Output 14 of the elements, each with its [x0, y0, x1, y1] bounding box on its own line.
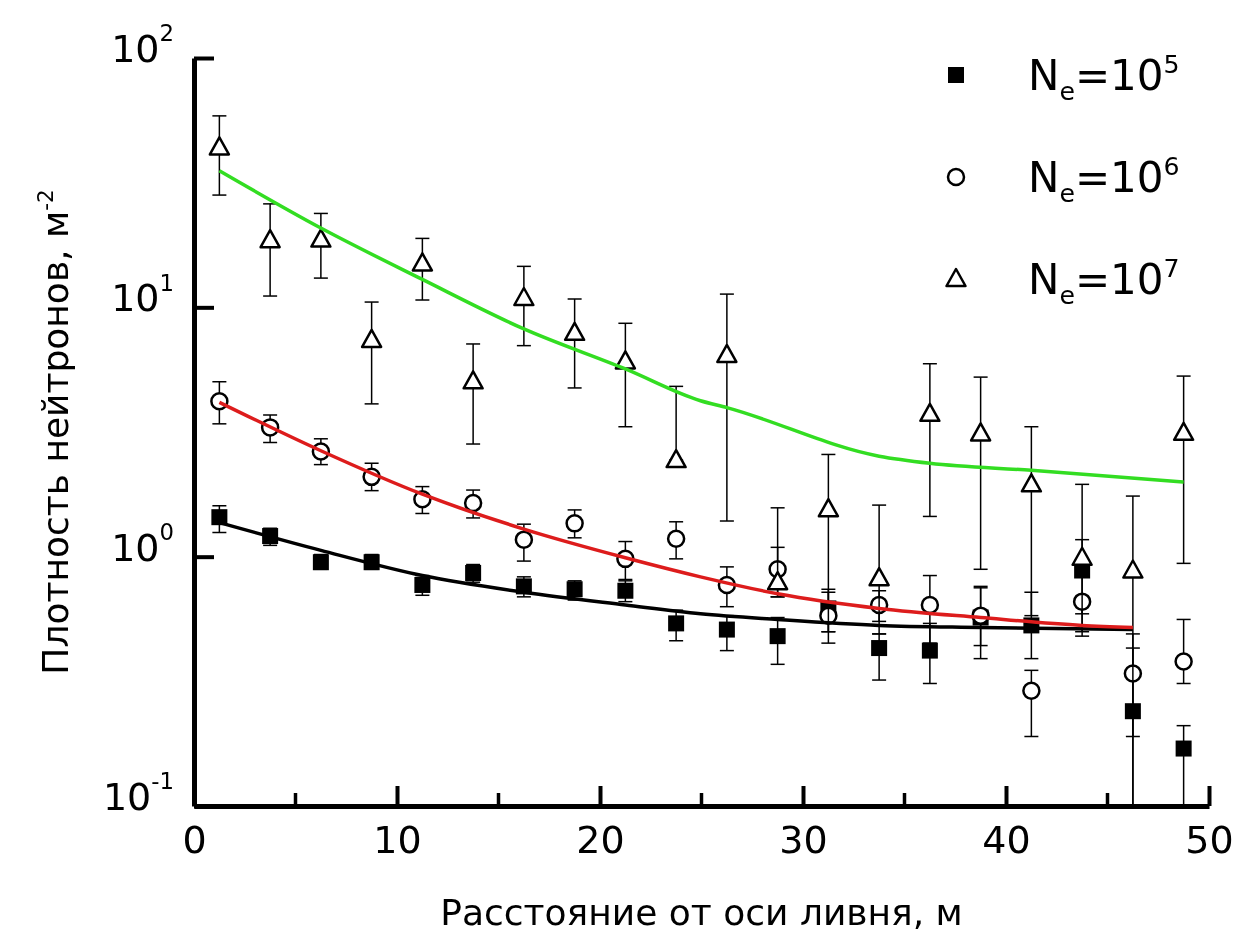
legend-label: N$_{e}$=10$^{7}$: [1028, 253, 1180, 310]
x-axis-title: Расстояние от оси ливня, м: [440, 892, 963, 933]
x-tick-label: 30: [779, 817, 828, 862]
legend-label: N$_{e}$=10$^{5}$: [1028, 49, 1180, 106]
x-tick-label: 10: [373, 817, 422, 862]
legend-label: N$_{e}$=10$^{6}$: [1028, 151, 1180, 208]
y-tick-label: 10$^{2}$: [111, 20, 174, 71]
x-tick-label: 20: [576, 817, 625, 862]
x-tick-label: 50: [1185, 817, 1234, 862]
x-tick-label: 40: [982, 817, 1031, 862]
y-tick-label: 10$^{-1}$: [102, 768, 174, 819]
y-tick-label: 10$^{1}$: [111, 269, 174, 321]
y-tick-label: 10$^{0}$: [111, 519, 174, 570]
x-tick-label: 0: [182, 817, 207, 862]
